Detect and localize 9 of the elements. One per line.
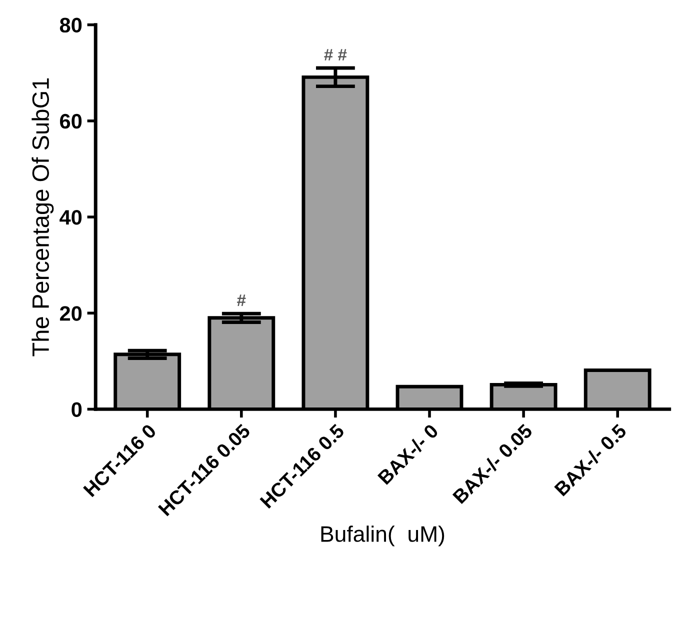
y-tick-label: 20	[60, 306, 82, 321]
annotation: #	[237, 294, 246, 306]
annotation: # #	[324, 49, 347, 60]
y-tick-label: 60	[60, 114, 82, 129]
y-tick-label: 0	[72, 402, 82, 417]
y-axis-title: The Percentage Of SubG1	[32, 78, 54, 356]
x-axis-title: Bufalin( uM)	[321, 526, 444, 546]
y-tick-label: 80	[60, 18, 82, 33]
y-tick-label: 40	[60, 210, 82, 225]
